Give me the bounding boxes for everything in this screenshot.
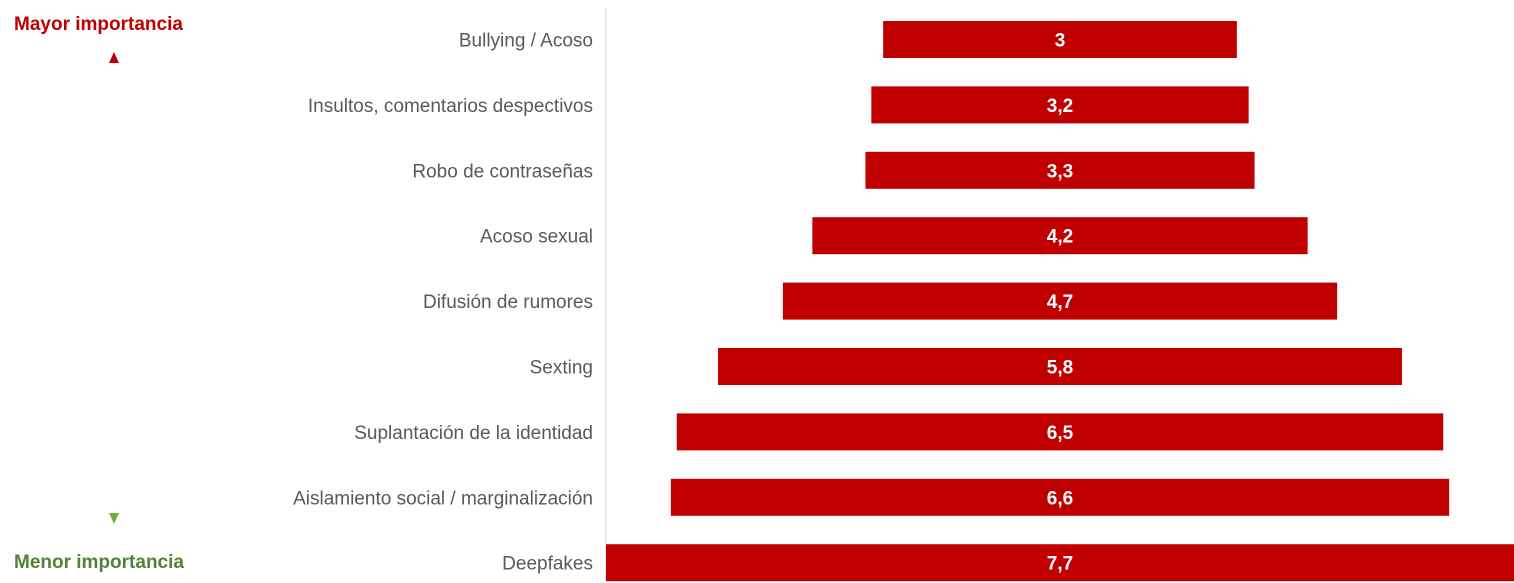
data-label: 3,3 [1047, 161, 1073, 182]
category-label: Sexting [530, 358, 593, 379]
data-labels: 3 3,2 3,3 4,2 4,7 5,8 6,5 6,6 7,7 [1047, 31, 1074, 575]
data-label: 7,7 [1047, 554, 1073, 575]
data-label: 3 [1055, 31, 1066, 52]
arrow-down-icon [109, 513, 119, 524]
top-importance-label: Mayor importancia [14, 14, 183, 35]
data-label: 4,7 [1047, 292, 1073, 313]
data-label: 5,8 [1047, 358, 1073, 379]
category-label: Suplantación de la identidad [354, 423, 593, 444]
category-label: Robo de contraseñas [412, 161, 593, 182]
data-label: 6,5 [1047, 423, 1074, 444]
bottom-importance-label: Menor importancia [14, 552, 184, 573]
data-label: 3,2 [1047, 96, 1073, 117]
data-label: 4,2 [1047, 227, 1073, 248]
data-label: 6,6 [1047, 488, 1073, 509]
category-label: Bullying / Acoso [459, 31, 593, 52]
category-label: Acoso sexual [480, 227, 593, 248]
category-label: Deepfakes [502, 554, 593, 575]
category-label: Insultos, comentarios despectivos [308, 96, 593, 117]
category-label: Difusión de rumores [423, 292, 593, 313]
category-labels: Bullying / Acoso Insultos, comentarios de… [293, 31, 593, 575]
category-label: Aislamiento social / marginalización [293, 488, 593, 509]
